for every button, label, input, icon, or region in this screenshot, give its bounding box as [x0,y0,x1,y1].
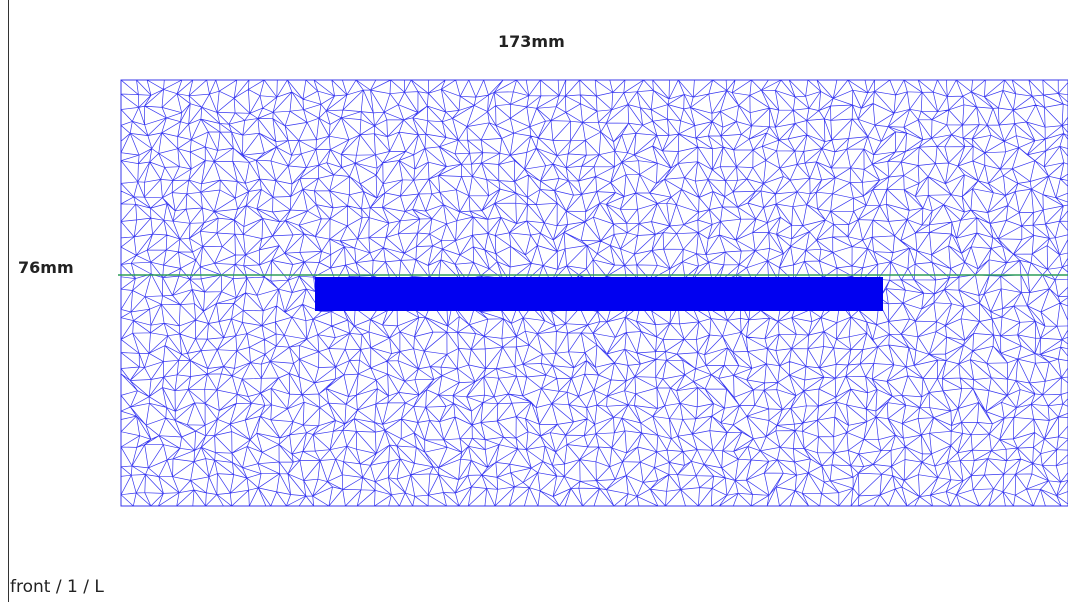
mesh-edges [121,80,1068,506]
width-dimension: 173mm [498,32,565,51]
height-dimension: 76mm [18,258,74,277]
divider [8,0,9,602]
inclusion [315,277,883,311]
view-status: front / 1 / L [10,577,104,597]
